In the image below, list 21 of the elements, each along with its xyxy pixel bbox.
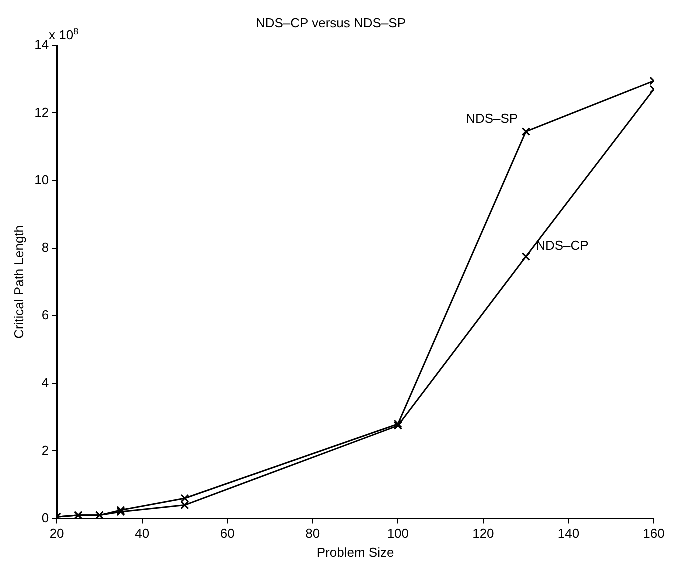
chart-title: NDS–CP versus NDS–SP: [256, 15, 406, 30]
series-label: NDS–SP: [466, 110, 518, 126]
x-tick-label: 100: [387, 526, 410, 542]
y-axis-title: Critical Path Length: [11, 225, 26, 339]
x-tick-label: 40: [135, 526, 150, 542]
x-tick-label: 80: [306, 526, 320, 542]
x-tick-label: 20: [50, 526, 64, 542]
y-tick-label: 2: [42, 442, 50, 458]
y-tick-label: 6: [42, 308, 50, 323]
y-tick-label: 14: [34, 37, 50, 52]
x-tick-label: 160: [643, 526, 665, 542]
series-label: NDS–CP: [536, 238, 589, 253]
y-tick-label: 8: [42, 240, 50, 255]
y-tick-label: 4: [42, 375, 50, 390]
y-tick-label: 0: [42, 510, 50, 526]
x-tick-label: 60: [220, 526, 235, 542]
x-tick-label: 120: [472, 526, 494, 542]
x-axis-title: Problem Size: [316, 544, 394, 560]
x-tick-label: 140: [558, 526, 580, 542]
y-tick-label: 10: [34, 172, 50, 188]
y-tick-label: 12: [34, 104, 50, 120]
